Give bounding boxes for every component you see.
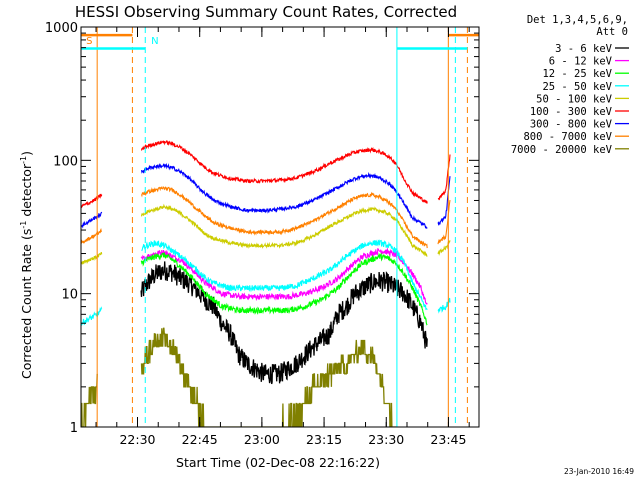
legend-entry-label: 800 - 7000 keV bbox=[523, 131, 612, 143]
y-tick-label: 10 bbox=[61, 288, 78, 303]
x-tick-label: 23:00 bbox=[244, 432, 280, 447]
plot-frame bbox=[80, 26, 480, 428]
legend-entry-label: 300 - 800 keV bbox=[530, 119, 613, 131]
legend-header: Det 1,3,4,5,6,9, bbox=[527, 14, 628, 26]
legend-entry-label: 6 - 12 keV bbox=[549, 56, 613, 68]
y-axis-label-main: Corrected Count Rate (s bbox=[19, 229, 34, 379]
chart-title: HESSI Observing Summary Count Rates, Cor… bbox=[75, 3, 457, 21]
y-axis-label-end: ) bbox=[19, 151, 34, 156]
x-tick-label: 23:30 bbox=[368, 432, 404, 447]
legend-entry-label: 100 - 300 keV bbox=[530, 106, 613, 118]
x-tick-label: 22:30 bbox=[119, 432, 155, 447]
y-axis-label-sup1: -1 bbox=[19, 221, 28, 229]
legend-entry-label: 7000 - 20000 keV bbox=[511, 144, 613, 156]
y-tick-label: 1000 bbox=[45, 21, 78, 36]
x-tick-label: 23:15 bbox=[306, 432, 342, 447]
y-axis-label: Corrected Count Rate (s-1 detector-1) bbox=[19, 151, 34, 379]
x-axis-label: Start Time (02-Dec-08 22:16:22) bbox=[176, 455, 380, 470]
legend-entry-label: 25 - 50 keV bbox=[542, 81, 612, 93]
x-tick-label: 23:45 bbox=[430, 432, 466, 447]
series-line-1 bbox=[140, 261, 428, 385]
series-line-2 bbox=[140, 247, 428, 305]
legend-header: Att 0 bbox=[596, 26, 628, 38]
legend-entry-label: 50 - 100 keV bbox=[536, 93, 613, 105]
footer-timestamp: 23-Jan-2010 16:49 bbox=[564, 467, 634, 476]
flag-label-2: N bbox=[151, 36, 158, 47]
series-line-9 bbox=[81, 327, 397, 427]
legend-entry-label: 3 - 6 keV bbox=[555, 43, 613, 55]
y-axis-label-sup2: -1 bbox=[19, 156, 28, 164]
x-tick-label: 22:45 bbox=[182, 432, 218, 447]
axes: 1 10 100 1000 22:30 22:45 23:00 23:15 23:30 23:45 bbox=[45, 21, 480, 447]
series-line-6 bbox=[81, 140, 451, 209]
series-line-3 bbox=[140, 252, 428, 326]
flag-label-1: S bbox=[86, 36, 92, 47]
legend-entry-label: 12 - 25 keV bbox=[542, 68, 612, 80]
series-group bbox=[81, 27, 479, 427]
y-tick-label: 100 bbox=[53, 154, 78, 169]
y-axis-label-mid: detector bbox=[19, 163, 34, 221]
y-tick-label: 1 bbox=[70, 421, 78, 436]
